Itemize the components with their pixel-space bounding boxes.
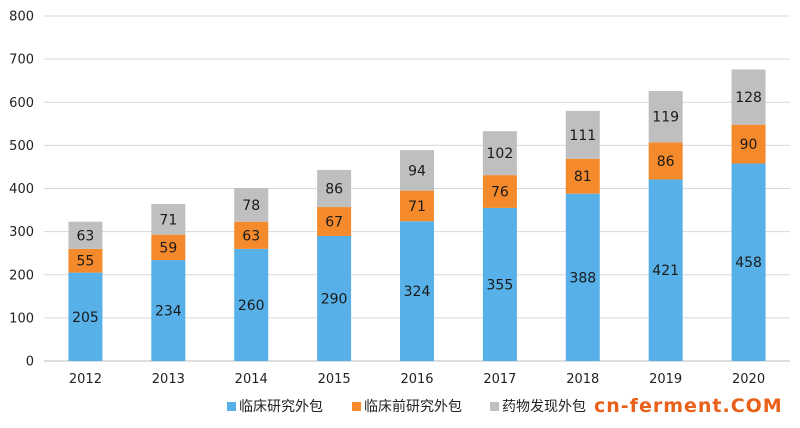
data-label: 81 xyxy=(574,169,592,185)
data-label: 234 xyxy=(155,304,182,320)
bar-segment xyxy=(400,221,434,361)
legend-swatch xyxy=(352,402,361,411)
bar-segment xyxy=(731,69,766,125)
bar-segment xyxy=(68,248,103,273)
data-label: 205 xyxy=(72,310,99,326)
data-label: 67 xyxy=(325,214,343,230)
legend-label: 临床前研究外包 xyxy=(364,398,462,415)
watermark-text: cn-ferment.COM xyxy=(594,395,783,417)
y-tick-label: 500 xyxy=(9,139,34,154)
y-tick-label: 0 xyxy=(26,355,34,370)
x-tick-label: 2015 xyxy=(318,372,351,387)
data-label: 71 xyxy=(159,212,177,228)
data-label: 55 xyxy=(77,254,95,270)
bar-segment xyxy=(482,131,517,176)
bar-segment xyxy=(234,188,269,222)
data-label: 102 xyxy=(487,146,514,162)
bar-segment xyxy=(731,163,766,361)
bar-segment xyxy=(648,91,683,143)
bar-segment xyxy=(68,272,103,361)
bar-segment xyxy=(731,124,766,164)
data-label: 76 xyxy=(491,185,509,201)
legend: 临床研究外包 临床前研究外包 药物发现外包 xyxy=(227,398,586,415)
data-label: 86 xyxy=(325,182,343,198)
x-tick-label: 2019 xyxy=(649,372,682,387)
y-tick-label: 100 xyxy=(9,311,34,326)
y-tick-label: 300 xyxy=(9,225,34,240)
bar-segment xyxy=(648,142,683,180)
bar-segment xyxy=(648,179,683,361)
bar-segment xyxy=(317,207,352,236)
x-tick-label: 2017 xyxy=(483,372,516,387)
data-label: 63 xyxy=(242,228,260,244)
x-tick-label: 2012 xyxy=(69,372,102,387)
x-axis: 2012 2013 2014 2015 2016 2017 2018 2019 2020 xyxy=(69,372,765,387)
data-label: 94 xyxy=(408,163,426,179)
bar-segment xyxy=(151,234,186,261)
x-tick-label: 2013 xyxy=(152,372,185,387)
data-label: 78 xyxy=(242,198,260,214)
legend-swatch xyxy=(227,402,236,411)
x-tick-label: 2014 xyxy=(235,372,268,387)
data-label: 90 xyxy=(740,137,758,153)
data-label: 290 xyxy=(321,291,348,307)
data-label: 355 xyxy=(487,277,514,293)
y-tick-label: 200 xyxy=(9,268,34,283)
data-label: 128 xyxy=(735,90,762,106)
y-tick-label: 400 xyxy=(9,182,34,197)
bar-segment xyxy=(400,190,434,222)
legend-label: 临床研究外包 xyxy=(239,399,323,415)
bar-segment xyxy=(565,193,600,361)
data-label: 59 xyxy=(159,240,177,256)
data-label: 86 xyxy=(657,154,675,170)
data-label: 111 xyxy=(569,128,596,144)
bar-segment xyxy=(565,110,600,159)
bar-segment xyxy=(400,150,434,191)
bar-segment xyxy=(234,221,269,249)
data-label: 260 xyxy=(238,298,265,314)
bars: 205 55 63 234 59 71 260 63 78 290 67 86 324 71 94 355 76… xyxy=(68,69,766,361)
y-tick-label: 700 xyxy=(9,53,34,68)
data-label: 388 xyxy=(569,270,596,286)
bar-segment xyxy=(151,204,186,235)
bar-segment xyxy=(482,207,517,361)
x-tick-label: 2016 xyxy=(400,372,433,387)
bar-segment xyxy=(151,260,186,361)
data-label: 119 xyxy=(652,110,679,126)
data-label: 458 xyxy=(735,255,762,271)
data-label: 421 xyxy=(652,263,679,279)
x-tick-label: 2020 xyxy=(732,372,765,387)
y-tick-label: 600 xyxy=(9,96,34,111)
bar-segment xyxy=(68,221,103,249)
data-label: 324 xyxy=(404,284,431,300)
x-tick-label: 2018 xyxy=(566,372,599,387)
legend-label: 药物发现外包 xyxy=(502,399,586,415)
data-label: 63 xyxy=(77,228,95,244)
data-label: 71 xyxy=(408,199,426,215)
y-axis: 0 100 200 300 400 500 600 700 800 xyxy=(9,10,34,370)
bar-segment xyxy=(565,158,600,194)
bar-segment xyxy=(317,235,352,361)
legend-swatch xyxy=(490,402,499,411)
bar-segment xyxy=(234,248,269,361)
bar-segment xyxy=(482,175,517,208)
y-tick-label: 800 xyxy=(9,10,34,25)
bar-segment xyxy=(317,169,352,208)
